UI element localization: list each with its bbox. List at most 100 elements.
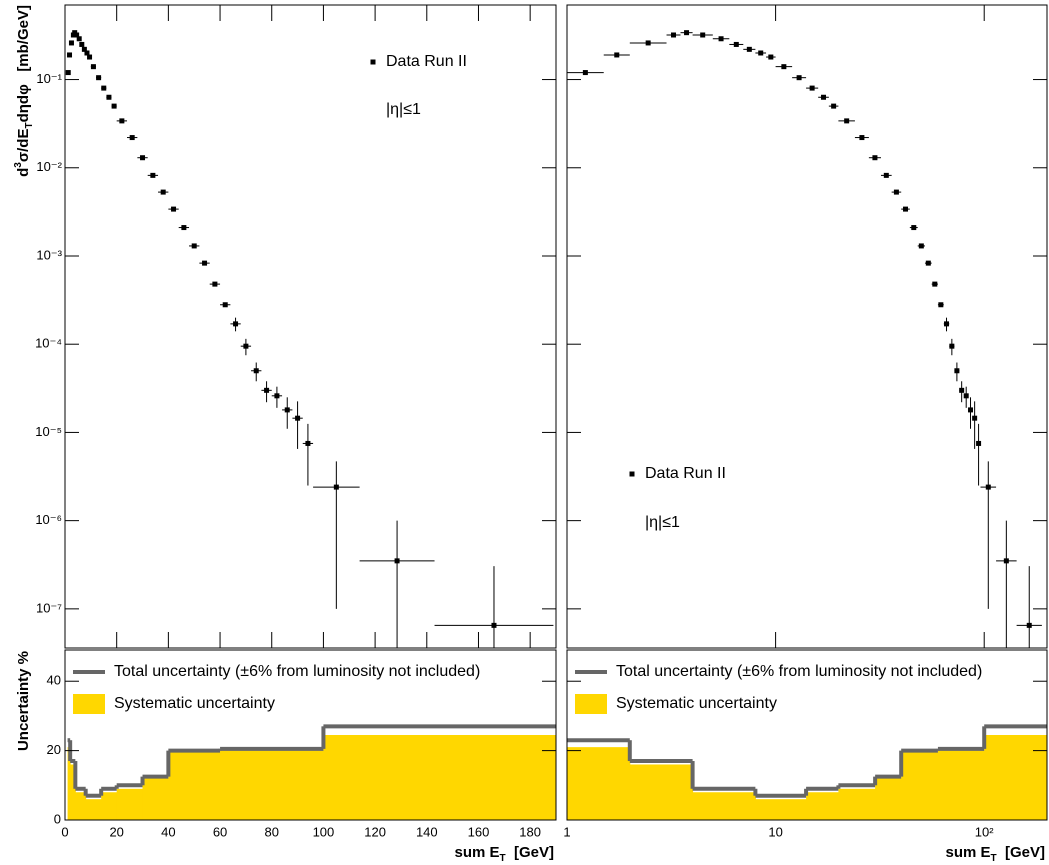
y-tick-label: 10⁻³	[36, 247, 62, 262]
x-axis-title-part: [GeV]	[506, 844, 554, 861]
x-axis-title-part: T	[991, 853, 997, 864]
data-point	[733, 41, 739, 47]
data-point	[844, 118, 850, 124]
x-axis-title-part: [GeV]	[997, 844, 1045, 861]
data-point	[491, 622, 497, 628]
data-point	[821, 94, 827, 100]
x-axis-title-part: sum E	[946, 844, 991, 861]
systematic-bin	[70, 764, 76, 820]
frame	[566, 4, 1048, 649]
data-point	[954, 368, 960, 374]
data-point	[140, 155, 146, 161]
data-point	[119, 118, 125, 124]
y-tick-label: 10⁻⁶	[35, 512, 62, 527]
x-axis-title: sum ET [GeV]	[455, 844, 554, 864]
systematic-bin	[67, 747, 71, 820]
x-tick-label: 10	[768, 824, 782, 839]
y-axis-title-part: dηdφ [mb/GeV]	[15, 5, 32, 122]
data-point	[1026, 622, 1032, 628]
data-point	[90, 64, 96, 70]
systematic-bin	[101, 792, 118, 820]
data-point	[284, 407, 290, 413]
legend-label: Systematic uncertainty	[616, 695, 777, 712]
systematic-bin	[220, 750, 324, 820]
x-tick-label: 80	[265, 824, 279, 839]
x-axis-title: sum ET [GeV]	[946, 844, 1045, 864]
systematic-bin	[806, 792, 839, 820]
data-point	[781, 64, 787, 70]
legend-label: Data Run II	[386, 53, 467, 70]
data-point	[758, 50, 764, 56]
data-point	[81, 46, 87, 52]
data-point	[212, 281, 218, 287]
data-point	[938, 302, 944, 308]
systematic-bin	[692, 792, 756, 820]
data-point	[893, 189, 899, 195]
data-point	[233, 321, 239, 327]
plot-area	[567, 30, 1042, 648]
data-point	[101, 85, 107, 91]
annotation: |η|≤1	[645, 514, 680, 531]
data-point	[333, 484, 339, 490]
y-tick-label: 40	[47, 673, 61, 688]
legend-marker	[575, 694, 607, 714]
y-axis-title-part: T	[24, 122, 35, 128]
data-point	[106, 94, 112, 100]
x-tick-label: 180	[519, 824, 541, 839]
y-tick-label: 10⁻⁵	[35, 424, 62, 439]
systematic-bin	[901, 752, 939, 820]
data-point	[202, 260, 208, 266]
data-point	[700, 32, 706, 38]
y-axis-title-part: d	[15, 168, 32, 177]
data-point	[809, 85, 815, 91]
x-tick-label: 20	[109, 824, 123, 839]
data-point	[191, 243, 197, 249]
y-axis-title: d3σ/dETdηdφ [mb/GeV]	[13, 5, 35, 177]
x-tick-label: 0	[61, 824, 68, 839]
data-point	[918, 243, 924, 249]
data-point	[872, 155, 878, 161]
x-tick-label: 60	[213, 824, 227, 839]
data-point	[67, 52, 73, 58]
data-point	[645, 40, 651, 46]
data-point	[222, 302, 228, 308]
data-point	[972, 415, 978, 421]
y-axis-title-part: σ/dE	[15, 129, 32, 163]
systematic-bin	[168, 752, 221, 820]
systematic-bin	[142, 778, 169, 820]
x-axis-title-part: sum E	[455, 844, 500, 861]
data-point	[65, 70, 71, 76]
data-point	[932, 281, 938, 287]
data-point	[96, 75, 102, 81]
frame	[64, 4, 557, 649]
x-tick-label: 100	[313, 824, 335, 839]
data-point	[959, 387, 965, 393]
x-tick-label: 120	[364, 824, 386, 839]
data-point	[968, 407, 974, 413]
y-tick-label: 10⁻⁴	[35, 336, 62, 351]
data-point	[831, 103, 837, 109]
data-point	[963, 393, 969, 399]
y-tick-label: 0	[54, 811, 61, 826]
data-point	[746, 46, 752, 52]
y-tick-label: 10⁻¹	[36, 71, 62, 86]
data-point	[614, 52, 620, 58]
x-tick-label: 1	[563, 824, 570, 839]
data-point	[985, 484, 991, 490]
data-point	[671, 32, 677, 38]
systematic-bin	[85, 799, 102, 820]
x-axis-title-part: T	[500, 853, 506, 864]
data-point	[150, 172, 156, 178]
data-point	[160, 189, 166, 195]
data-point	[84, 50, 90, 56]
data-point	[87, 54, 93, 60]
plot-area	[67, 724, 556, 820]
systematic-bin	[984, 735, 1047, 820]
systematic-bin	[629, 764, 694, 820]
y-tick-label: 20	[47, 742, 61, 757]
data-point	[1003, 558, 1009, 564]
annotation: |η|≤1	[386, 101, 421, 118]
x-tick-label: 140	[416, 824, 438, 839]
